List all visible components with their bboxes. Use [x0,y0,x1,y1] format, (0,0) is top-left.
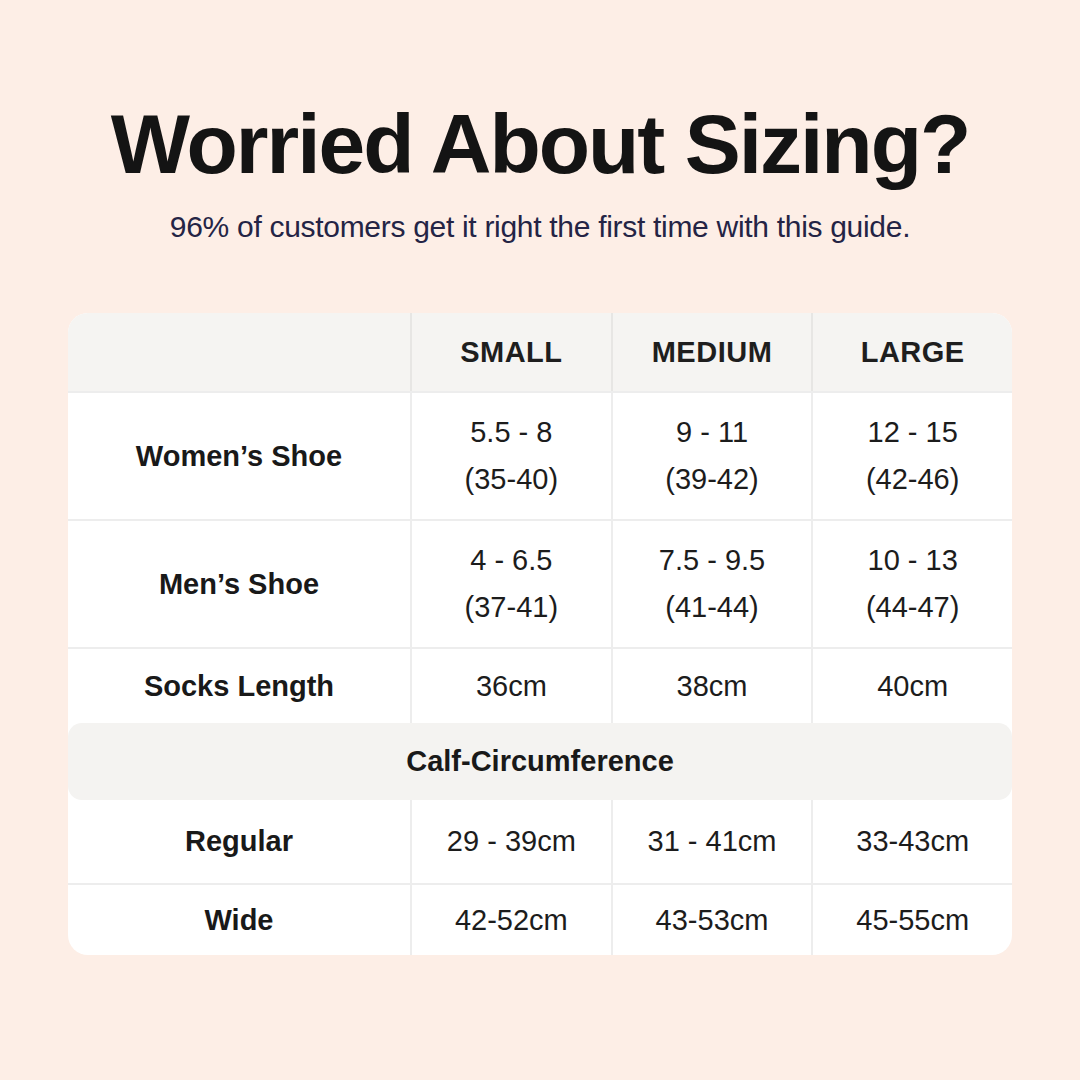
table-cell: 5.5 - 8 (35-40) [410,393,611,519]
row-label: Women’s Shoe [136,440,342,473]
table-row-mens-shoe: Men’s Shoe 4 - 6.5 (37-41) 7.5 - 9.5 (41… [68,519,1012,647]
row-label: Men’s Shoe [159,568,319,601]
table-cell: 7.5 - 9.5 (41-44) [611,521,812,647]
header-empty-cell [68,313,410,391]
shoe-size-eu: (35-40) [465,463,559,496]
table-cell: 38cm [611,649,812,723]
page-subtitle: 96% of customers get it right the first … [0,210,1080,244]
column-header-label: LARGE [861,336,965,369]
section-header: Calf-Circumference [68,723,1012,800]
table-row-wide: Wide 42-52cm 43-53cm 45-55cm [68,883,1012,955]
shoe-size-eu: (44-47) [866,591,960,624]
shoe-size-range: 5.5 - 8 [470,416,552,449]
row-label-cell: Wide [68,885,410,955]
sizing-guide-page: { "page": { "background_color": "#fdeee6… [0,0,1080,1080]
socks-length-value: 36cm [476,670,547,703]
section-band-row: Calf-Circumference [68,723,1012,800]
row-label-cell: Women’s Shoe [68,393,410,519]
calf-range-value: 45-55cm [856,904,969,937]
socks-length-value: 38cm [677,670,748,703]
calf-range-value: 31 - 41cm [648,825,777,858]
table-cell: 33-43cm [811,800,1012,883]
table-cell: 12 - 15 (42-46) [811,393,1012,519]
table-cell: 4 - 6.5 (37-41) [410,521,611,647]
table-cell: 40cm [811,649,1012,723]
shoe-size-range: 9 - 11 [676,416,748,449]
calf-range-value: 42-52cm [455,904,568,937]
table-cell: 43-53cm [611,885,812,955]
table-row-womens-shoe: Women’s Shoe 5.5 - 8 (35-40) 9 - 11 (39-… [68,391,1012,519]
shoe-size-eu: (39-42) [665,463,759,496]
table-cell: 31 - 41cm [611,800,812,883]
row-label: Wide [204,904,273,937]
shoe-size-eu: (42-46) [866,463,960,496]
shoe-size-eu: (41-44) [665,591,759,624]
row-label-cell: Socks Length [68,649,410,723]
row-label: Regular [185,825,293,858]
shoe-size-range: 12 - 15 [868,416,958,449]
table-cell: 42-52cm [410,885,611,955]
size-chart-table: SMALL MEDIUM LARGE Women’s Shoe 5.5 - 8 … [68,313,1012,955]
table-cell: 29 - 39cm [410,800,611,883]
row-label-cell: Men’s Shoe [68,521,410,647]
table-row-regular: Regular 29 - 39cm 31 - 41cm 33-43cm [68,800,1012,883]
row-label-cell: Regular [68,800,410,883]
row-label: Socks Length [144,670,334,703]
shoe-size-range: 4 - 6.5 [470,544,552,577]
table-header-row: SMALL MEDIUM LARGE [68,313,1012,391]
table-row-socks-length: Socks Length 36cm 38cm 40cm [68,647,1012,723]
header-cell-small: SMALL [410,313,611,391]
table-cell: 9 - 11 (39-42) [611,393,812,519]
shoe-size-eu: (37-41) [465,591,559,624]
shoe-size-range: 10 - 13 [868,544,958,577]
page-title: Worried About Sizing? [0,96,1080,193]
table-cell: 10 - 13 (44-47) [811,521,1012,647]
shoe-size-range: 7.5 - 9.5 [659,544,765,577]
calf-range-value: 29 - 39cm [447,825,576,858]
header-cell-medium: MEDIUM [611,313,812,391]
socks-length-value: 40cm [877,670,948,703]
header-cell-large: LARGE [811,313,1012,391]
table-cell: 45-55cm [811,885,1012,955]
calf-range-value: 33-43cm [856,825,969,858]
column-header-label: MEDIUM [652,336,773,369]
table-cell: 36cm [410,649,611,723]
calf-range-value: 43-53cm [656,904,769,937]
column-header-label: SMALL [460,336,562,369]
